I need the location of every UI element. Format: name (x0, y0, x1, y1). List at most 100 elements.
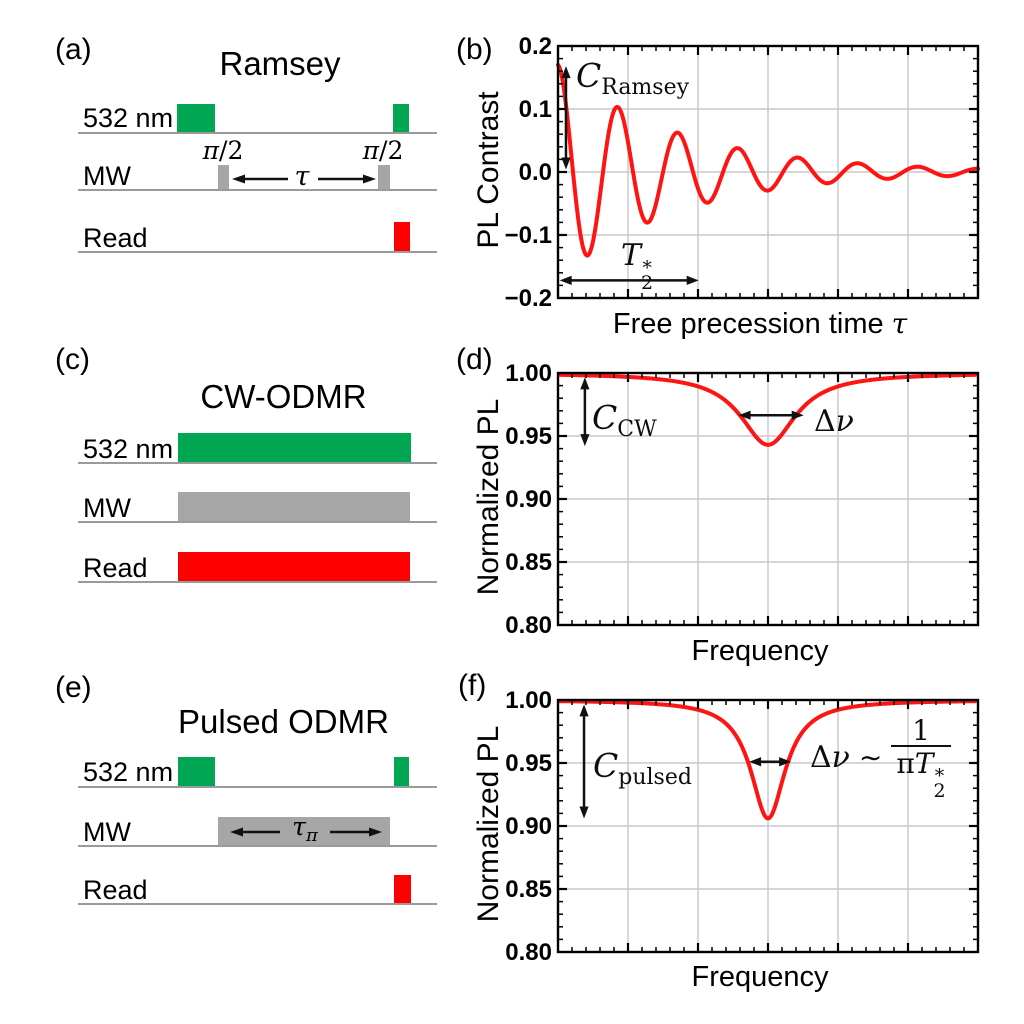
y-tick-label: 0.80 (505, 939, 552, 966)
slash-two: /2 (219, 136, 244, 165)
annotation-arrow-head (579, 704, 589, 717)
y-tick-label: −0.1 (504, 222, 552, 249)
y-tick-label: 0.95 (505, 423, 552, 450)
ramsey-subscript: Ramsey (601, 75, 690, 100)
cw-odmr-plot (556, 371, 980, 627)
annotation-arrow-head (738, 410, 751, 420)
ramsey-fringe-plot (556, 44, 980, 300)
nu-symbol: ν (831, 740, 850, 776)
annotation-arrow-head (779, 757, 792, 767)
fraction: 1 πT * 2 (891, 714, 951, 803)
panel-a-label: (a) (55, 33, 92, 66)
y-tick-label: 0.90 (505, 486, 552, 513)
mw-cw-bar (178, 492, 410, 521)
c-symbol: C (593, 746, 619, 785)
laser-init-pulse (178, 757, 215, 786)
tau-symbol: τ (292, 812, 306, 841)
annotation-arrow-head (580, 377, 590, 390)
timeline-mw (78, 845, 437, 847)
pi-symbol: π (896, 747, 915, 781)
panel-d-label: (d) (456, 343, 493, 376)
linewidth-formula-label: Δν ∼ 1 πT * 2 (810, 714, 951, 803)
y-tick-label: 0.85 (505, 876, 552, 903)
panel-b-label: (b) (456, 33, 493, 66)
delta-symbol: Δ (814, 404, 836, 439)
laser-init-pulse (177, 104, 215, 132)
channel-label-read: Read (83, 223, 148, 253)
timeline-mw (78, 521, 437, 523)
panel-f-xlabel: Frequency (691, 961, 829, 993)
fraction-numerator: 1 (912, 714, 930, 747)
pi-half-label-1: π/2 (196, 138, 250, 164)
c-cw-label: CCW (592, 398, 657, 442)
data-curve (556, 62, 980, 258)
tilde-operator: ∼ (858, 741, 883, 775)
tau-arrow (232, 174, 376, 184)
y-tick-label: −0.2 (504, 285, 552, 312)
c-symbol: C (576, 56, 602, 95)
panel-e-label: (e) (55, 671, 92, 704)
delta-nu-group: Δν (810, 740, 850, 775)
channel-label-532nm: 532 nm (83, 434, 174, 464)
panel-a-title: Ramsey (219, 45, 341, 82)
channel-label-532nm: 532 nm (83, 757, 174, 787)
y-tick-label: 1.00 (505, 360, 552, 387)
annotation-arrow-head (561, 66, 571, 79)
pulsed-odmr-plot (556, 698, 980, 954)
y-tick-label: 1.00 (505, 687, 552, 714)
y-tick-label: 0.85 (505, 549, 552, 576)
timeline-532nm (78, 462, 437, 464)
pi-symbol: π (202, 136, 220, 165)
timeline-read (78, 581, 437, 583)
read-pulse (394, 875, 411, 903)
channel-label-mw: MW (83, 161, 131, 191)
timeline-532nm (78, 786, 437, 788)
pi-symbol: π (362, 136, 380, 165)
t-symbol: T (621, 238, 642, 273)
panel-c-label: (c) (55, 343, 90, 376)
panel-d-xlabel: Frequency (691, 635, 829, 667)
tau-pi-arrow (230, 827, 382, 837)
star-superscript: * (642, 257, 652, 279)
panel-f-label: (f) (458, 669, 487, 702)
delta-symbol: Δ (810, 740, 832, 776)
c-ramsey-label: CRamsey (576, 56, 689, 100)
channel-label-mw: MW (83, 817, 131, 847)
laser-cw-bar (178, 433, 411, 462)
panel-c-title: CW-ODMR (200, 378, 367, 415)
tau-symbol: τ (891, 307, 908, 340)
mw-pi-half-pulse-1 (218, 165, 229, 189)
timeline-532nm (78, 132, 437, 134)
y-tick-label: 0.90 (505, 813, 552, 840)
channel-label-532nm: 532 nm (83, 103, 174, 133)
channel-label-read: Read (83, 553, 148, 583)
timeline-read (78, 251, 437, 253)
nu-symbol: ν (835, 404, 854, 439)
star-superscript: * (934, 765, 945, 788)
two-subscript: 2 (641, 272, 654, 294)
two-subscript: 2 (933, 780, 946, 803)
slash-two: /2 (379, 136, 404, 165)
y-tick-label: 0.0 (518, 159, 552, 186)
pulsed-subscript: pulsed (618, 765, 692, 790)
annotation-arrow-head (791, 410, 804, 420)
annotation-arrow-head (561, 157, 571, 170)
t2-star-label: T * 2 (621, 238, 654, 294)
timeline-read (78, 903, 437, 905)
annotation-arrow-head (559, 275, 572, 285)
read-pulse (394, 222, 410, 251)
y-tick-label: 0.95 (505, 750, 552, 777)
cw-subscript: CW (617, 417, 657, 442)
annotation-arrow-head (579, 806, 589, 819)
t-symbol: T (914, 747, 934, 781)
panel-e-title: Pulsed ODMR (178, 703, 389, 740)
channel-label-read: Read (83, 875, 148, 905)
y-tick-label: 0.1 (518, 96, 552, 123)
mw-pi-half-pulse-2 (378, 165, 390, 189)
channel-label-mw: MW (83, 493, 131, 523)
laser-readout-pulse (394, 757, 409, 786)
timeline-mw (78, 189, 437, 191)
panel-b-xlabel: Free precession time τ (540, 307, 980, 341)
c-symbol: C (592, 398, 618, 437)
